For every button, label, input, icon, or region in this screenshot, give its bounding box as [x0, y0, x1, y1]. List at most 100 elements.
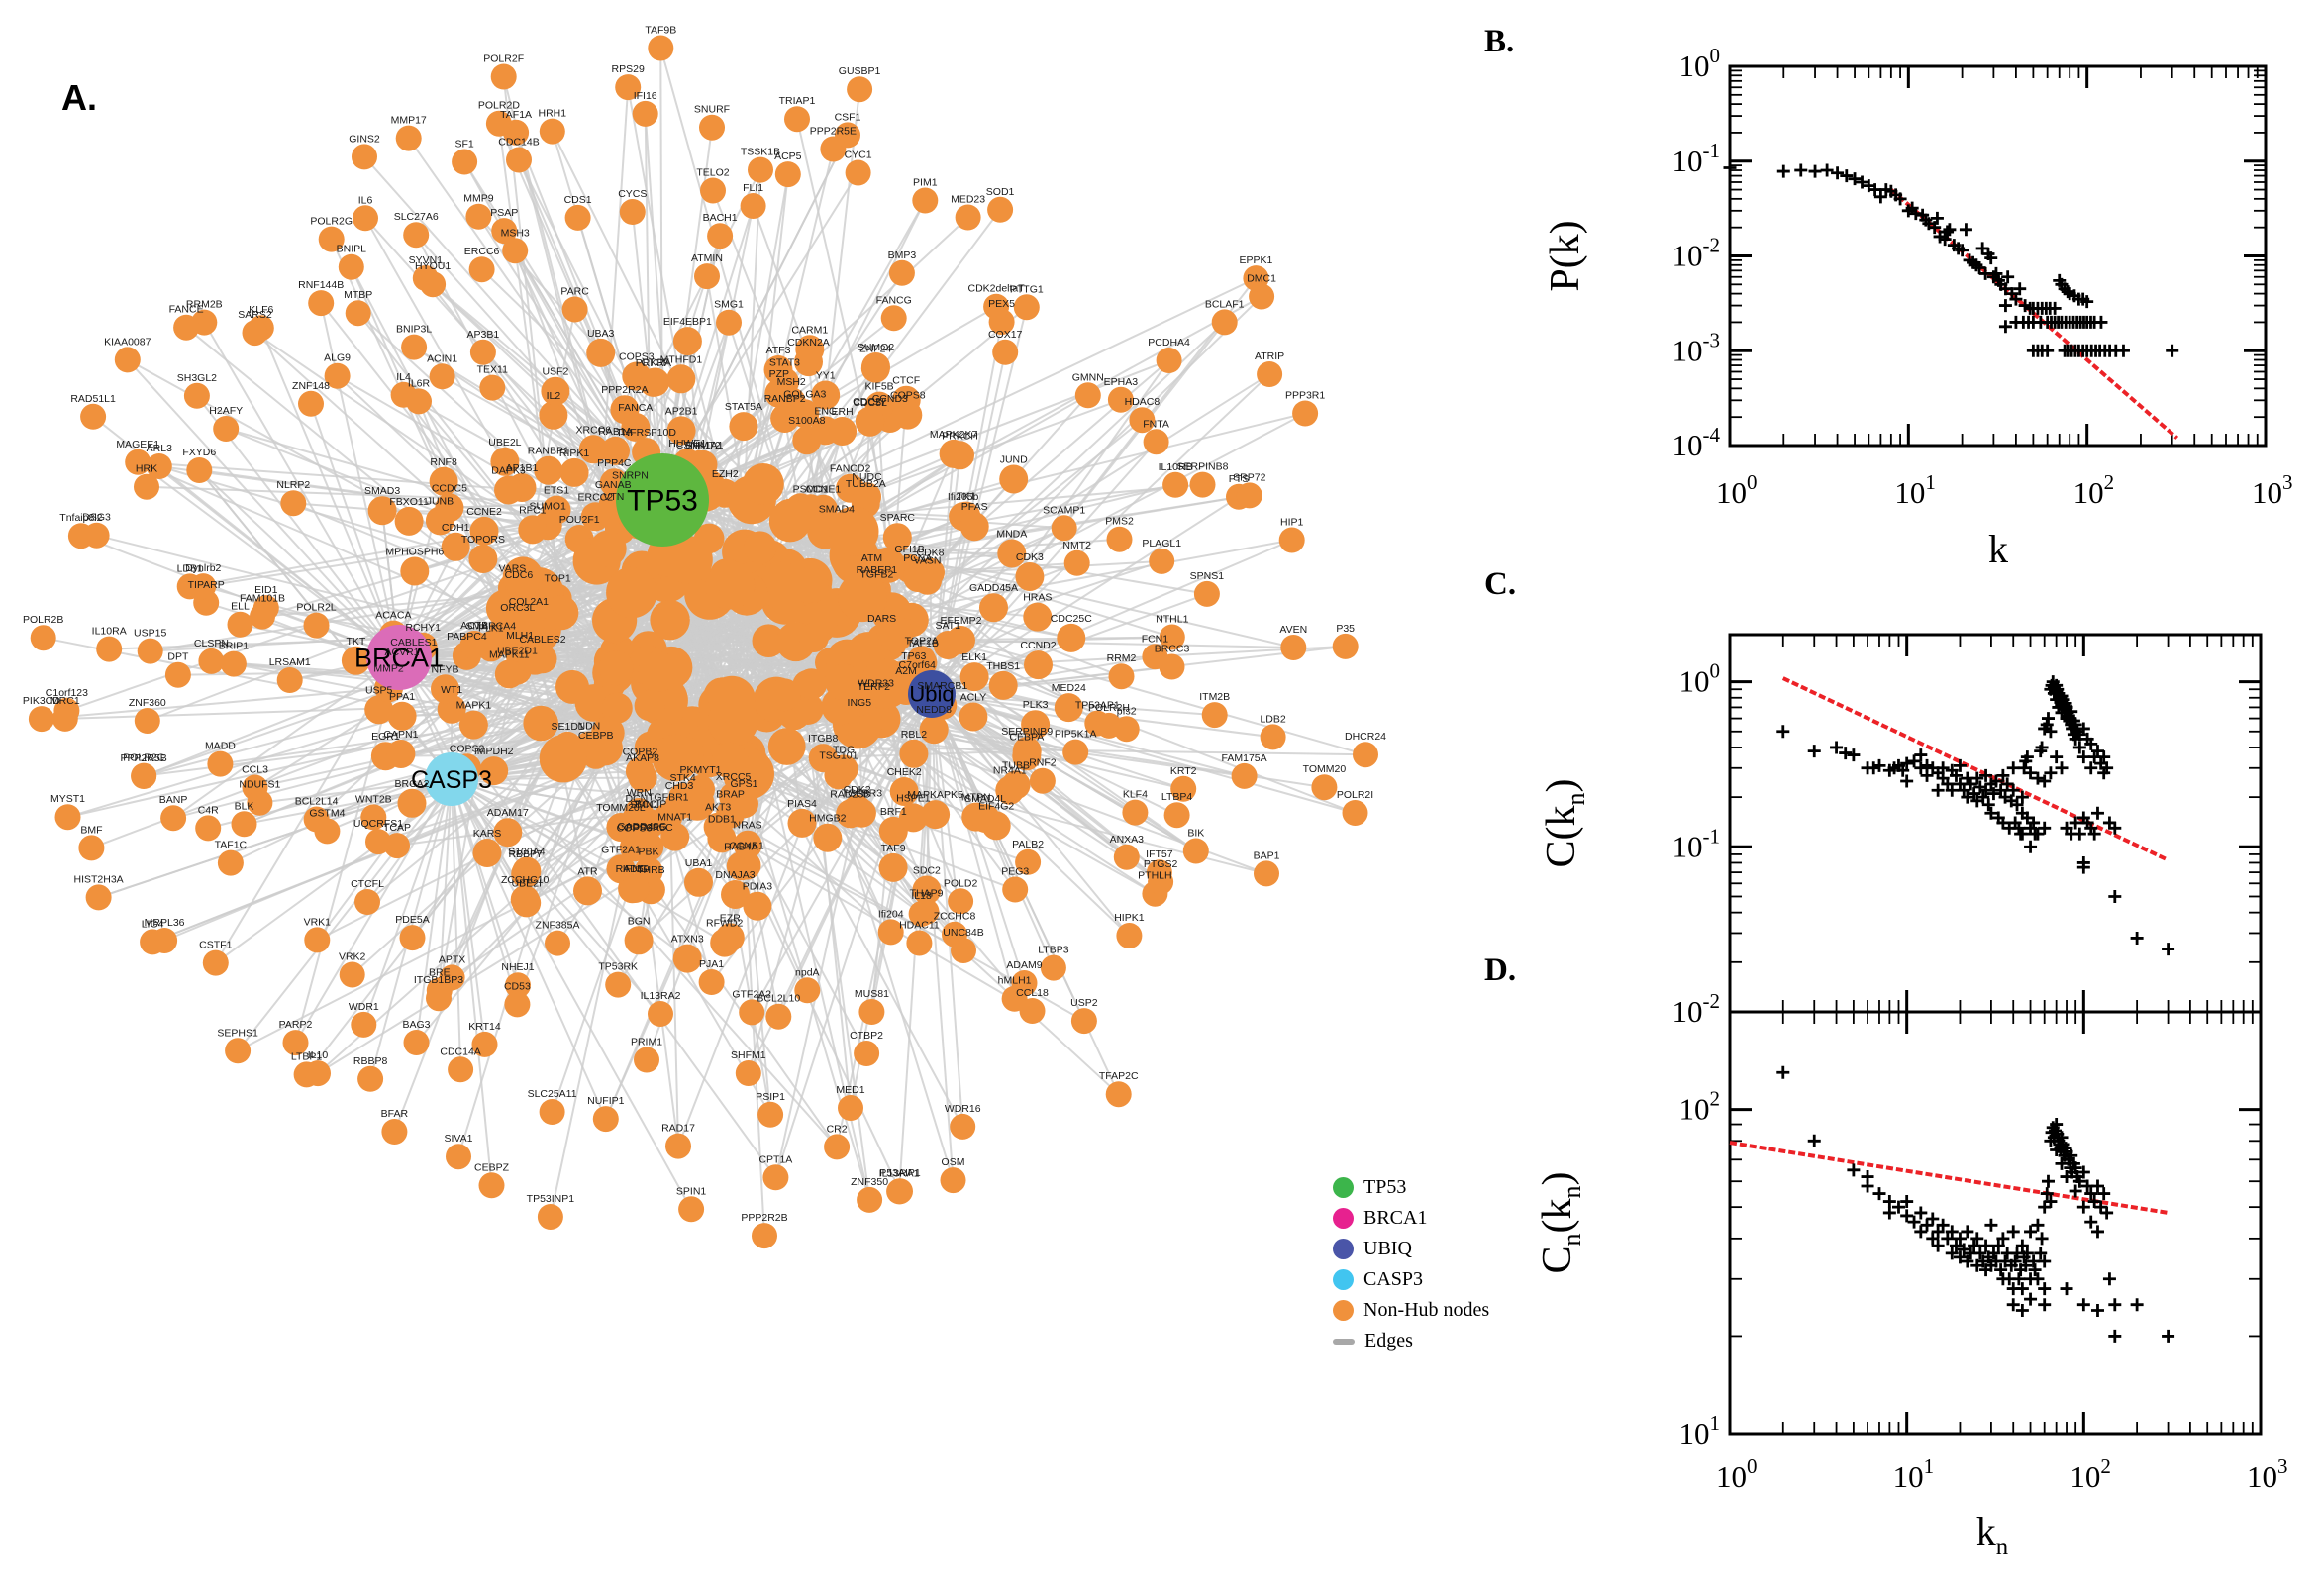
- node-label: BMF: [80, 824, 102, 836]
- scatter-point: [1936, 761, 1950, 775]
- scatter-point: [1872, 1187, 1886, 1201]
- hub-node-ubiq: [908, 670, 956, 718]
- network-node: [578, 435, 608, 464]
- network-edge: [931, 693, 1110, 727]
- network-node: [1182, 838, 1209, 864]
- scatter-point: [2108, 1329, 2122, 1343]
- node-label: RAB4A: [724, 841, 758, 852]
- network-edge: [398, 656, 607, 1120]
- network-node: [752, 1223, 777, 1249]
- node-label: PMS2: [1105, 516, 1134, 528]
- network-edge: [687, 414, 909, 561]
- network-node: [345, 300, 371, 327]
- node-label: SUMO1: [530, 500, 567, 512]
- node-label: IL10RB: [1159, 461, 1193, 473]
- network-node: [390, 381, 417, 408]
- network-edge: [98, 778, 453, 899]
- node-label: Ifi204: [878, 908, 904, 920]
- node-label: EID1: [254, 584, 278, 596]
- node-label: TOPORS: [461, 534, 505, 546]
- scatter-point: [2072, 827, 2086, 841]
- network-node: [561, 296, 588, 323]
- network-node: [1231, 762, 1258, 789]
- node-label: COL2A1: [509, 596, 549, 608]
- network-node: [1057, 623, 1086, 652]
- network-node: [586, 338, 616, 367]
- scatter-point: [2010, 798, 2024, 812]
- node-label: BNIPL: [337, 244, 367, 255]
- scatter-point: [2069, 816, 2082, 830]
- node-label: CCND3: [872, 393, 908, 405]
- network-node: [615, 74, 642, 101]
- node-label: KRT14: [468, 1021, 501, 1033]
- scatter-point: [2028, 1263, 2042, 1277]
- network-node: [1106, 526, 1133, 552]
- scatter-point: [2061, 285, 2074, 299]
- network-edge: [451, 778, 462, 1070]
- node-label: GADD45A: [969, 582, 1018, 594]
- node-label: SMG1: [714, 299, 744, 311]
- node-label: CLSPN: [194, 638, 229, 649]
- node-label: SOD1: [986, 186, 1015, 198]
- network-node: [303, 806, 330, 833]
- node-label: KRT2: [1170, 765, 1197, 777]
- node-label: BRF1: [880, 806, 907, 818]
- node-label: RBL2: [901, 729, 927, 741]
- node-label: BAG3: [402, 1019, 430, 1031]
- network-node: [1015, 562, 1045, 591]
- scatter-point: [2100, 1206, 2114, 1220]
- node-label: BRIP1: [219, 641, 250, 652]
- node-label: RANBP2: [764, 393, 806, 405]
- node-label: POLD2: [944, 877, 978, 889]
- network-node: [744, 531, 777, 564]
- node-label: ERCC2: [578, 491, 614, 503]
- node-label: MMP9: [463, 193, 493, 205]
- scatter-point: [2027, 1254, 2041, 1268]
- node-label: CSF1: [835, 111, 861, 123]
- network-node: [502, 238, 529, 264]
- x-tick-label: 100: [1716, 470, 1758, 510]
- scatter-point: [1986, 787, 2000, 801]
- node-label: NRAS: [734, 820, 762, 832]
- network-node: [589, 530, 627, 567]
- node-label: ING5: [848, 697, 872, 709]
- network-node: [919, 715, 949, 745]
- scatter-point: [2090, 745, 2104, 758]
- node-label: EPHA3: [1104, 376, 1139, 388]
- node-label: CDC5L: [853, 397, 887, 409]
- network-node: [988, 670, 1018, 700]
- panel-label-b: B.: [1484, 24, 1515, 59]
- node-label: POLR2I: [1337, 789, 1373, 801]
- network-node: [908, 901, 935, 927]
- node-label: CDK2: [844, 784, 871, 796]
- network-node: [479, 756, 509, 786]
- node-label: EZH2: [712, 468, 739, 480]
- network-node: [666, 364, 696, 394]
- scatter-point: [2072, 741, 2086, 754]
- network-node: [899, 739, 929, 768]
- network-node: [606, 813, 636, 842]
- node-label: PCDHA4: [1148, 337, 1190, 349]
- scatter-point: [1723, 161, 1737, 175]
- node-label: ZNF385A: [536, 920, 580, 932]
- legend-item-edges: Edges: [1333, 1326, 1489, 1356]
- network-node: [767, 678, 801, 712]
- chart-panel-D: 102 101 100 101 102 103 Cn​(kn​) kn​: [1535, 1010, 2288, 1560]
- node-label: BANP: [159, 794, 188, 806]
- network-node: [948, 888, 974, 915]
- node-label: IFT57: [1146, 848, 1173, 860]
- scatter-point: [2108, 889, 2122, 903]
- scatter-point: [1945, 1247, 1959, 1260]
- scatter-point: [1900, 756, 1914, 770]
- node-label: LDB1: [177, 562, 203, 574]
- node-label: ATF3: [766, 345, 791, 356]
- network-node: [298, 390, 324, 417]
- node-label: ACP5: [774, 150, 802, 162]
- network-node: [1162, 471, 1189, 498]
- node-label: SYVN1: [409, 254, 444, 266]
- scatter-point: [1914, 1206, 1928, 1220]
- network-edge: [451, 778, 726, 944]
- node-label: CCND2: [1020, 640, 1056, 651]
- scatter-point: [2019, 1258, 2033, 1272]
- tp53-dot-icon: [1333, 1177, 1354, 1198]
